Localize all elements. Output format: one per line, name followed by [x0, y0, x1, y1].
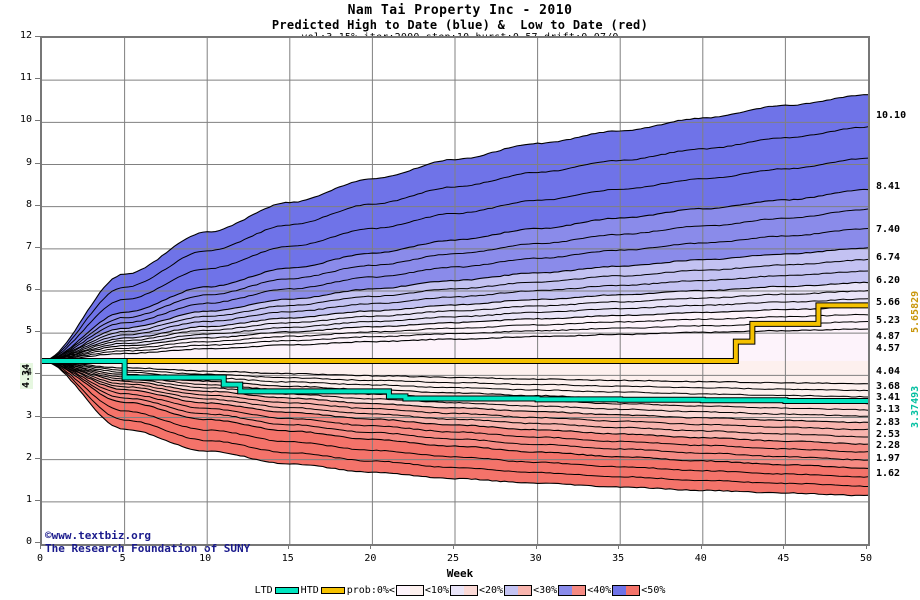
y-tick-label: 6 [25, 283, 32, 294]
y-tick-label: 5 [25, 325, 32, 337]
legend-band-swatch-1 [450, 585, 478, 596]
y-tick-mark [35, 204, 40, 206]
legend-htd-swatch [320, 587, 345, 594]
y-tick-label: 12 [19, 30, 32, 41]
x-tick-label: 0 [36, 553, 44, 564]
x-tick-label: 35 [612, 553, 625, 564]
right-value-label: 7.40 [876, 223, 901, 235]
y-tick-mark [35, 36, 40, 37]
legend-band-1: <20% [479, 585, 504, 596]
x-tick-label: 40 [694, 553, 707, 564]
y-tick-mark [35, 162, 40, 164]
legend-band-4: <50% [641, 585, 666, 596]
y-tick-mark [35, 120, 40, 122]
right-value-label: 3.68 [876, 380, 901, 392]
y-tick-label: 0 [25, 536, 32, 547]
watermark-line2: The Research Foundation of SUNY [45, 542, 251, 555]
right-value-label: 6.20 [876, 274, 901, 286]
right-value-label: 5.66 [876, 297, 901, 309]
right-value-label: 6.74 [876, 251, 901, 263]
chart-title: Nam Tai Property Inc - 2010 [347, 3, 573, 18]
x-tick-mark [205, 544, 207, 549]
legend-htd-label: HTD [300, 585, 319, 596]
y-tick-label: 7 [25, 240, 32, 252]
right-value-label: 3.41 [876, 392, 901, 404]
chart-canvas [42, 38, 868, 544]
x-tick-label: 5 [119, 553, 126, 564]
x-tick-label: 30 [529, 553, 542, 564]
right-value-label: 4.57 [876, 343, 901, 355]
x-axis-title: Week [446, 567, 474, 580]
x-tick-label: 20 [364, 553, 377, 564]
x-tick-mark [866, 544, 867, 549]
y-tick-label: 4 [25, 367, 32, 379]
right-value-label: 4.04 [876, 365, 901, 377]
x-tick-label: 15 [281, 553, 294, 564]
ltd-value-label: 3.37493 [910, 386, 920, 429]
y-tick-label: 11 [19, 72, 32, 84]
y-tick-mark [35, 542, 40, 543]
legend-band-2: <30% [533, 585, 558, 596]
watermark: ©www.textbiz.org The Research Foundation… [45, 529, 250, 555]
y-tick-mark [35, 289, 40, 290]
legend-band-swatch-0 [395, 585, 424, 596]
x-tick-mark [453, 544, 454, 549]
x-tick-label: 50 [859, 553, 873, 564]
right-value-label: 3.13 [876, 404, 901, 416]
x-tick-mark [370, 544, 372, 549]
x-tick-label: 10 [199, 553, 212, 564]
y-tick-label: 10 [19, 114, 32, 126]
x-tick-mark [535, 544, 537, 549]
y-tick-label: 2 [25, 451, 32, 463]
x-tick-mark [700, 544, 702, 549]
watermark-line1: ©www.textbiz.org [45, 529, 151, 542]
legend-band-swatch-3 [558, 585, 587, 596]
legend-band-swatch-4 [612, 585, 641, 596]
x-tick-label: 25 [446, 553, 460, 564]
legend-band-0: <10% [424, 585, 449, 596]
right-value-label: 2.53 [876, 429, 901, 441]
right-value-label: 2.28 [876, 439, 901, 451]
right-value-label: 8.41 [876, 181, 901, 193]
y-tick-mark [35, 499, 40, 501]
right-value-label: 5.23 [876, 315, 901, 327]
right-value-label: 10.10 [876, 110, 907, 122]
legend-prob-label: prob:0%< [346, 585, 395, 596]
right-value-label: 2.83 [876, 416, 901, 428]
htd-value-label: 5.65829 [910, 291, 920, 334]
legend-ltd-swatch [274, 587, 299, 594]
y-tick-mark [35, 415, 40, 417]
legend-band-swatch-2 [504, 585, 533, 596]
right-value-label: 1.62 [876, 467, 901, 479]
y-tick-mark [35, 246, 40, 248]
y-tick-label: 3 [25, 409, 32, 421]
chart-legend: LTD HTD prob:0%< <10% <20% <30% <40% <50% [0, 585, 920, 597]
legend-band-3: <40% [587, 585, 612, 596]
y-tick-mark [35, 331, 40, 333]
y-tick-mark [35, 373, 40, 375]
legend-ltd-label: LTD [254, 585, 273, 596]
x-tick-mark [618, 544, 620, 549]
y-tick-label: 8 [25, 198, 32, 210]
plot-area [40, 36, 870, 546]
y-tick-label: 9 [25, 156, 32, 168]
y-tick-label: 1 [25, 493, 32, 505]
x-tick-mark [287, 544, 289, 549]
x-tick-mark [40, 544, 41, 549]
x-tick-mark [783, 544, 785, 549]
x-tick-mark [122, 544, 124, 549]
y-tick-mark [35, 457, 40, 459]
right-value-label: 4.87 [876, 330, 901, 342]
chart-subtitle: Predicted High to Date (blue) & Low to D… [271, 18, 649, 32]
y-tick-mark [35, 78, 40, 80]
right-value-label: 1.97 [876, 452, 901, 464]
x-tick-label: 45 [777, 553, 790, 564]
